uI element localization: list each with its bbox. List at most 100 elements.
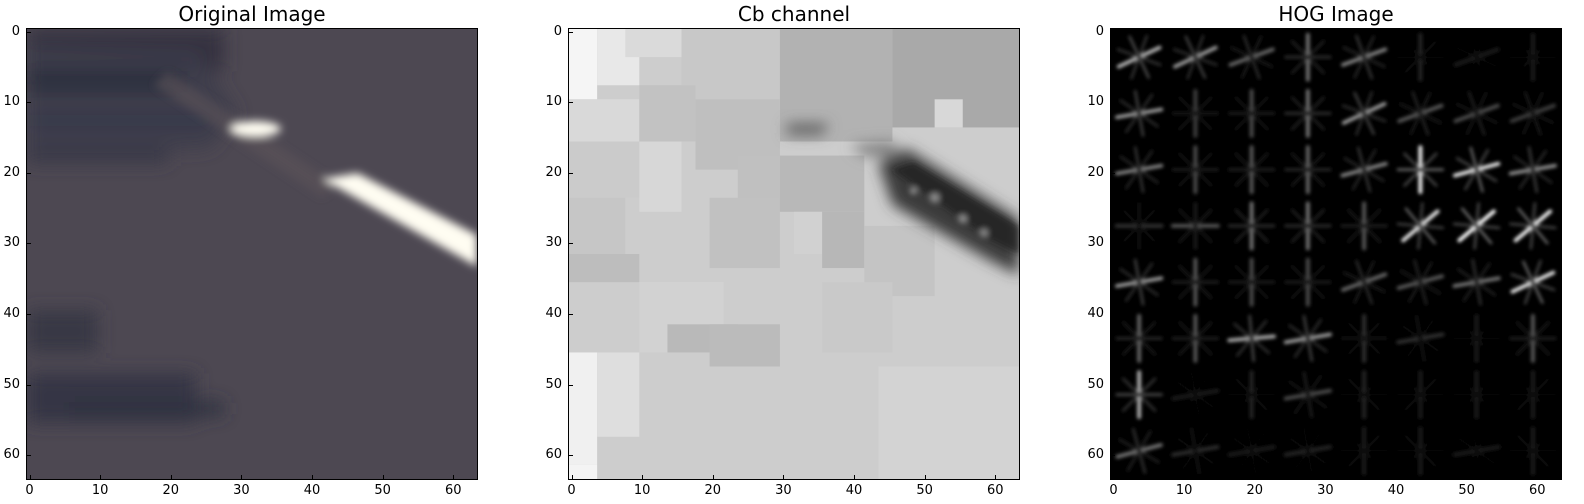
- hog-orientation-stroke: [1515, 433, 1551, 469]
- y-tick-mark: [27, 102, 31, 104]
- hog-cell: [1115, 258, 1164, 306]
- hog-orientation-stroke: [1234, 264, 1269, 300]
- hog-cell: [1283, 371, 1332, 419]
- hog-orientation-stroke: [1462, 431, 1491, 471]
- x-tick-label: 60: [445, 483, 462, 498]
- x-tick-mark: [1184, 475, 1186, 479]
- hog-cell: [1341, 91, 1387, 136]
- hog-cell: [1452, 427, 1501, 475]
- hog-cell: [1396, 426, 1445, 476]
- hog-cell: [1115, 313, 1163, 363]
- hog-cell: [1452, 313, 1501, 363]
- hog-orientation-stroke: [1234, 96, 1269, 131]
- x-tick-mark: [1537, 475, 1539, 479]
- hog-cell: [1283, 314, 1332, 362]
- y-tick-mark: [27, 243, 31, 245]
- hog-cell: [1508, 146, 1557, 194]
- y-tick-mark: [569, 314, 573, 316]
- hog-orientation-stroke: [1346, 321, 1382, 356]
- x-tick-label: 40: [303, 483, 321, 498]
- hog-cell: [1227, 314, 1276, 363]
- hog-cell: [1341, 34, 1388, 80]
- hog-orientation-stroke: [1417, 202, 1424, 250]
- hog-orientation-stroke: [1121, 208, 1157, 244]
- y-tick-label: 30: [545, 235, 562, 251]
- y-tick-label: 20: [1087, 164, 1104, 180]
- hog-orientation-stroke: [1515, 377, 1551, 412]
- hog-orientation-stroke: [1178, 321, 1213, 356]
- hog-image: [1111, 29, 1561, 479]
- y-tick-mark: [27, 31, 31, 33]
- hog-orientation-stroke: [1351, 148, 1377, 191]
- hog-cell: [1171, 427, 1220, 475]
- hog-cell: [1173, 34, 1218, 80]
- y-tick-mark: [569, 172, 573, 174]
- y-tick-label: 40: [1087, 306, 1104, 322]
- hog-cell: [1283, 427, 1332, 475]
- y-tick-label: 30: [3, 235, 20, 251]
- hog-orientation-stroke: [1403, 377, 1438, 412]
- hog-cell: [1340, 313, 1388, 363]
- hog-cell: [1171, 371, 1220, 419]
- panel-title: Original Image: [178, 2, 326, 26]
- y-tick-label: 40: [3, 306, 20, 322]
- hog-orientation-stroke: [1518, 149, 1548, 190]
- x-tick-label: 20: [162, 483, 180, 498]
- x-tick-label: 50: [374, 483, 391, 498]
- hog-orientation-stroke: [1406, 318, 1435, 359]
- hog-orientation-stroke: [1409, 91, 1432, 135]
- hog-cell: [1396, 202, 1445, 250]
- y-tick-label: 10: [3, 94, 20, 110]
- x-tick-mark: [453, 475, 455, 479]
- hog-cell: [1227, 257, 1276, 307]
- hog-orientation-stroke: [1464, 148, 1490, 191]
- hog-orientation-stroke: [1403, 433, 1438, 469]
- y-tick-label: 10: [545, 94, 562, 110]
- x-tick-mark: [783, 475, 785, 479]
- y-tick-mark: [569, 384, 573, 386]
- hog-cell: [1396, 370, 1445, 420]
- hog-orientation-stroke: [1403, 152, 1438, 187]
- y-tick-label: 0: [553, 23, 562, 39]
- hog-orientation-stroke: [1234, 152, 1269, 187]
- hog-orientation-stroke: [1121, 377, 1157, 412]
- hog-orientation-stroke: [1126, 430, 1152, 472]
- hog-orientation-stroke: [1346, 377, 1382, 412]
- hog-cell: [1171, 257, 1220, 307]
- hog-orientation-stroke: [1459, 377, 1494, 412]
- y-tick-label: 20: [3, 164, 20, 180]
- hog-orientation-stroke: [1178, 264, 1213, 300]
- hog-cell: [1171, 88, 1220, 138]
- hog-cell: [1227, 145, 1276, 195]
- x-tick-mark: [571, 475, 573, 479]
- hog-cell: [1453, 34, 1500, 80]
- hog-orientation-stroke: [1121, 321, 1157, 356]
- x-tick-mark: [1254, 475, 1256, 479]
- hog-orientation-stroke: [1290, 39, 1326, 75]
- hog-orientation-stroke: [1353, 35, 1375, 79]
- hog-cell: [1284, 201, 1332, 251]
- hog-cell: [1509, 313, 1557, 363]
- y-tick-mark: [27, 455, 31, 457]
- y-tick-label: 40: [545, 306, 562, 322]
- x-tick-mark: [100, 475, 102, 479]
- hog-orientation-stroke: [1178, 208, 1213, 244]
- hog-orientation-stroke: [1234, 377, 1269, 412]
- panel-hog: HOG Image: [1084, 0, 1584, 504]
- panel-title: HOG Image: [1278, 2, 1394, 26]
- hog-cell: [1227, 370, 1276, 420]
- hog-orientation-stroke: [1234, 208, 1269, 244]
- hog-cell: [1170, 202, 1220, 250]
- original-image: [27, 29, 477, 479]
- x-tick-mark: [1113, 475, 1115, 479]
- y-tick-mark: [569, 243, 573, 245]
- panel-title: Cb channel: [737, 2, 851, 26]
- hog-cell: [1227, 201, 1276, 251]
- y-tick-label: 20: [545, 164, 562, 180]
- y-tick-mark: [1111, 384, 1115, 386]
- y-tick-mark: [27, 384, 31, 386]
- x-tick-label: 10: [1175, 483, 1193, 498]
- hog-cell: [1452, 258, 1501, 306]
- y-tick-label: 60: [545, 447, 562, 463]
- x-tick-mark: [642, 475, 644, 479]
